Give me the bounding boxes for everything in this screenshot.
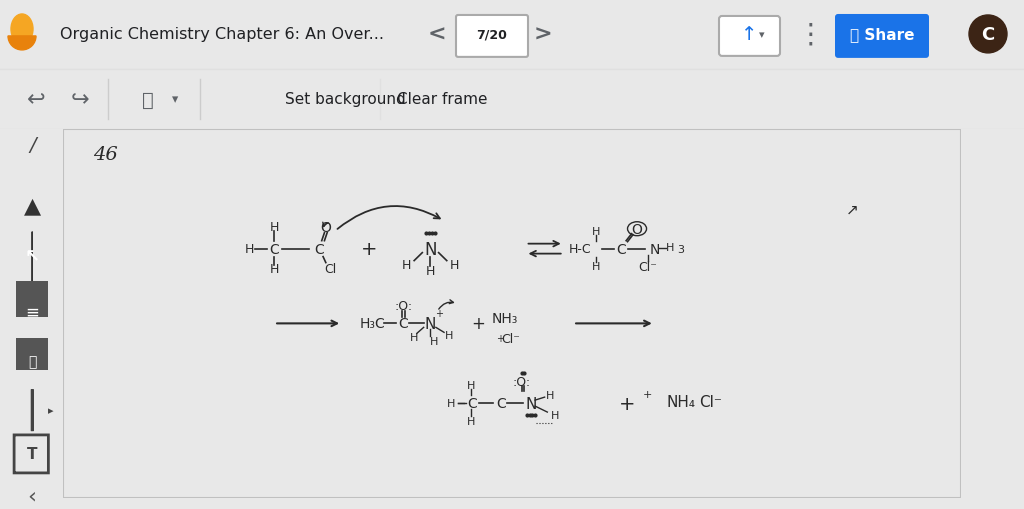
Text: H: H [426,265,435,277]
Text: ‹: ‹ [28,486,37,506]
Text: H: H [410,333,419,343]
Text: ↑: ↑ [740,25,757,44]
Text: Cl⁻: Cl⁻ [699,394,723,409]
Text: +: + [496,334,504,344]
Text: ↩: ↩ [27,90,45,110]
Text: H: H [467,416,475,426]
Text: N: N [424,240,436,258]
FancyBboxPatch shape [16,338,48,371]
Text: 7/20: 7/20 [476,29,508,41]
Text: :O:: :O: [394,299,413,313]
Text: H: H [269,221,279,234]
Text: :O:: :O: [512,375,530,388]
Text: ↖: ↖ [25,248,40,266]
Text: ≡: ≡ [26,303,39,321]
Text: 3: 3 [677,244,684,254]
FancyBboxPatch shape [456,16,528,58]
Text: N: N [649,242,659,256]
Text: H: H [551,410,560,420]
Text: H: H [445,331,454,341]
Text: T: T [27,446,38,462]
Text: N: N [525,396,537,411]
Text: ▸: ▸ [47,405,53,415]
Text: C: C [468,397,477,410]
Text: H: H [446,399,455,408]
Text: +: + [434,309,442,319]
Text: ▲: ▲ [24,195,41,216]
FancyBboxPatch shape [16,281,48,318]
Text: +: + [361,240,378,259]
Text: C: C [981,26,994,44]
Text: Clear frame: Clear frame [397,92,487,107]
Text: ▾: ▾ [172,93,178,106]
Text: H: H [430,336,438,347]
Ellipse shape [11,15,33,45]
Text: O: O [632,222,642,236]
Text: 46: 46 [93,146,118,163]
Text: N: N [425,316,436,331]
Text: C: C [398,317,409,331]
Text: ↪: ↪ [71,90,89,110]
Text: H: H [401,259,411,271]
Circle shape [969,16,1007,54]
Text: ↗: ↗ [846,202,858,217]
FancyArrowPatch shape [323,223,329,227]
Text: H: H [451,259,460,271]
FancyBboxPatch shape [835,15,929,59]
Text: H: H [592,227,600,236]
Text: +: + [471,315,485,333]
Text: ▾: ▾ [759,30,765,40]
Text: ⋮: ⋮ [796,21,824,49]
Text: H: H [546,390,554,401]
Text: H₃C: H₃C [359,317,385,331]
Text: C: C [615,242,626,256]
Text: C: C [269,242,279,256]
Wedge shape [8,37,36,51]
Text: +: + [620,394,636,413]
Text: C: C [314,242,324,256]
Text: O: O [321,220,331,234]
Text: NH₄: NH₄ [667,394,696,409]
Text: C: C [497,397,506,410]
Text: /: / [29,135,36,154]
Text: 🏔: 🏔 [28,354,37,368]
Text: Cl: Cl [324,263,336,275]
Text: H: H [269,263,279,275]
Text: H: H [592,261,600,271]
Text: Organic Chemistry Chapter 6: An Over...: Organic Chemistry Chapter 6: An Over... [60,27,384,42]
Text: Cl⁻: Cl⁻ [501,332,520,345]
Text: H: H [467,380,475,390]
Text: H: H [245,243,254,256]
Text: <: < [428,25,446,45]
Text: NH₃: NH₃ [492,312,518,326]
Text: 🔍: 🔍 [142,90,154,109]
Text: H: H [666,242,674,252]
FancyArrowPatch shape [338,207,440,230]
Text: Set background: Set background [285,92,406,107]
FancyArrowPatch shape [438,300,454,309]
Text: 🔒 Share: 🔒 Share [850,27,914,42]
Text: +: + [643,389,652,400]
Text: Cl⁻: Cl⁻ [639,261,657,273]
Text: H-C: H-C [568,243,591,256]
FancyBboxPatch shape [719,17,780,57]
Text: >: > [534,25,552,45]
